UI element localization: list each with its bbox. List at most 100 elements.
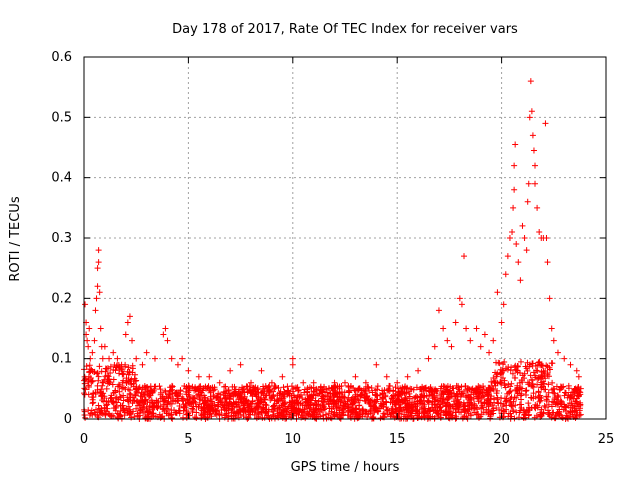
roti-data-point xyxy=(322,405,329,412)
roti-data-point xyxy=(555,401,562,408)
roti-data-point xyxy=(500,367,507,374)
roti-data-point xyxy=(209,398,216,405)
roti-data-point xyxy=(425,355,432,362)
roti-data-point xyxy=(244,400,251,407)
roti-data-point xyxy=(507,387,514,394)
roti-data-point xyxy=(389,409,396,416)
y-axis-label: ROTI / TECUs xyxy=(8,196,23,281)
roti-data-point xyxy=(538,412,545,419)
roti-data-point xyxy=(542,386,549,393)
roti-data-point xyxy=(107,395,114,402)
roti-data-point xyxy=(249,388,256,395)
roti-data-point xyxy=(228,409,235,416)
roti-data-point xyxy=(99,410,106,417)
roti-data-point xyxy=(575,373,582,380)
roti-data-point xyxy=(113,403,120,410)
roti-data-point xyxy=(320,412,327,419)
roti-data-point xyxy=(549,398,556,405)
axes-layer: 0 5 10 15 20 25 0 0.1 0.2 0.3 0.4 0.5 0.6 xyxy=(51,50,614,447)
roti-data-point xyxy=(155,403,162,410)
roti-data-point xyxy=(470,405,477,412)
roti-data-point xyxy=(229,383,236,390)
roti-data-point xyxy=(244,407,251,414)
roti-data-point xyxy=(120,407,127,414)
roti-data-point xyxy=(399,399,406,406)
roti-data-point xyxy=(167,387,174,394)
roti-data-point xyxy=(542,120,549,127)
roti-data-point xyxy=(200,385,207,392)
roti-data-point xyxy=(289,361,296,368)
roti-data-point xyxy=(258,389,265,396)
roti-data-point xyxy=(140,403,147,410)
roti-data-point xyxy=(283,408,290,415)
roti-data-point xyxy=(275,414,282,421)
roti-data-point xyxy=(328,385,335,392)
roti-data-point xyxy=(569,389,576,396)
roti-data-point xyxy=(112,404,119,411)
roti-data-point xyxy=(448,343,455,350)
roti-data-point xyxy=(97,325,104,332)
roti-data-point xyxy=(225,386,232,393)
roti-data-point xyxy=(564,414,571,421)
roti-data-point xyxy=(438,383,445,390)
roti-data-point xyxy=(139,386,146,393)
roti-data-point xyxy=(198,412,205,419)
roti-data-point xyxy=(132,392,139,399)
roti-data-point xyxy=(115,381,122,388)
roti-data-point xyxy=(91,337,98,344)
roti-data-point xyxy=(240,412,247,419)
roti-data-point xyxy=(94,265,101,272)
roti-data-point xyxy=(189,406,196,413)
roti-data-point xyxy=(300,379,307,386)
roti-data-point xyxy=(521,407,528,414)
roti-data-point xyxy=(196,383,203,390)
roti-data-point xyxy=(201,397,208,404)
roti-data-point xyxy=(546,411,553,418)
roti-data-point xyxy=(449,412,456,419)
roti-data-point xyxy=(555,394,562,401)
roti-data-point xyxy=(498,395,505,402)
roti-data-point xyxy=(306,384,313,391)
roti-data-point xyxy=(365,398,372,405)
roti-data-point xyxy=(491,399,498,406)
roti-data-point xyxy=(577,411,584,418)
roti-data-point xyxy=(539,362,546,369)
roti-data-point xyxy=(431,406,438,413)
roti-data-point xyxy=(427,389,434,396)
roti-data-point xyxy=(504,253,511,260)
roti-data-point xyxy=(96,289,103,296)
roti-data-point xyxy=(191,387,198,394)
roti-data-point xyxy=(308,392,315,399)
roti-data-point xyxy=(94,283,101,290)
roti-data-point xyxy=(339,393,346,400)
roti-data-point xyxy=(169,383,176,390)
roti-data-point xyxy=(466,401,473,408)
roti-data-point xyxy=(458,391,465,398)
roti-data-point xyxy=(103,402,110,409)
roti-data-point xyxy=(168,407,175,414)
roti-data-point xyxy=(349,400,356,407)
roti-data-point xyxy=(355,414,362,421)
roti-data-point xyxy=(331,401,338,408)
roti-data-point xyxy=(185,382,192,389)
roti-data-point xyxy=(543,396,550,403)
roti-data-point xyxy=(547,366,554,373)
roti-data-point xyxy=(401,389,408,396)
roti-data-point xyxy=(134,410,141,417)
roti-data-point xyxy=(362,379,369,386)
roti-data-point xyxy=(303,402,310,409)
roti-data-point xyxy=(374,383,381,390)
roti-data-point xyxy=(535,359,542,366)
x-tick-label: 20 xyxy=(493,432,510,447)
roti-data-point xyxy=(142,398,149,405)
roti-data-point xyxy=(394,392,401,399)
roti-data-point xyxy=(230,399,237,406)
y-tick-label: 0.2 xyxy=(51,291,72,306)
roti-data-point xyxy=(250,405,257,412)
roti-data-point xyxy=(90,394,97,401)
roti-data-point xyxy=(534,362,541,369)
roti-data-point xyxy=(539,373,546,380)
roti-data-point xyxy=(163,393,170,400)
roti-data-point xyxy=(528,108,535,115)
roti-data-point xyxy=(538,406,545,413)
